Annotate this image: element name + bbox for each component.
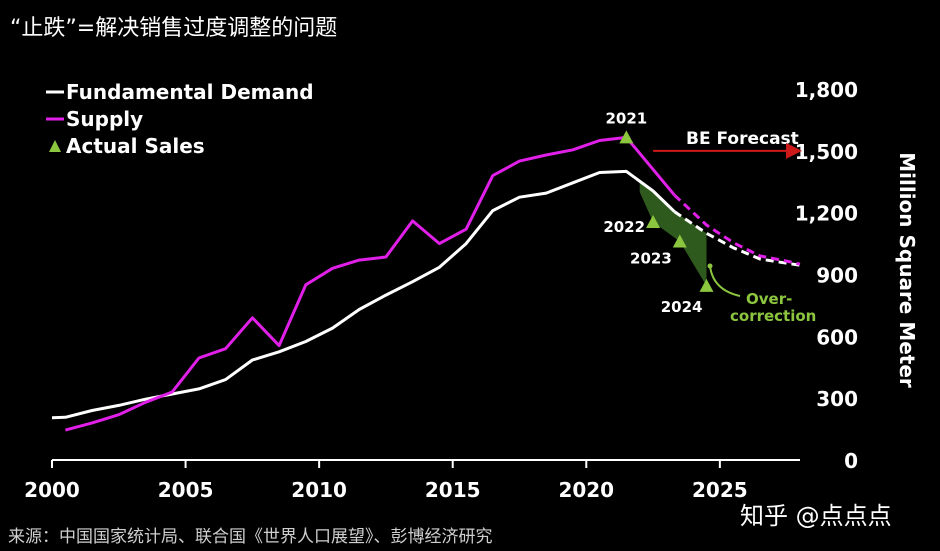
y-tick-label: 1,800	[795, 78, 858, 102]
chart-title: “止跌”=解决销售过度调整的问题	[10, 16, 338, 41]
y-tick-label: 300	[816, 387, 858, 411]
sales-marker-2024	[699, 278, 714, 292]
demand-forecast-line	[673, 210, 801, 267]
x-tick-label: 2010	[291, 478, 347, 502]
sales-marker-2022	[646, 214, 661, 228]
sales-marker-2021	[619, 130, 634, 144]
y-tick-label: 0	[844, 449, 858, 473]
overcorrection-label-2: correction	[730, 307, 816, 325]
legend-demand-label: Fundamental Demand	[66, 80, 314, 104]
overcorrection-callout-line	[709, 265, 741, 297]
legend-sales-label: Actual Sales	[66, 134, 205, 158]
y-tick-label: 1,500	[795, 140, 858, 164]
overcorrection-label-1: Over-	[746, 290, 792, 308]
y-axis-title: Million Square Meter	[895, 152, 919, 388]
y-tick-label: 1,200	[795, 202, 858, 226]
sales-label-2021: 2021	[605, 109, 647, 127]
y-tick-label: 900	[816, 264, 858, 288]
supply-forecast-line	[673, 194, 801, 266]
forecast-label: BE Forecast	[686, 129, 799, 149]
sales-label-2023: 2023	[630, 250, 672, 268]
watermark: 知乎 @点点点	[740, 502, 892, 530]
y-tick-label: 600	[816, 325, 858, 349]
sales-label-2024: 2024	[661, 298, 703, 316]
source-note: 来源：中国国家统计局、联合国《世界人口展望》、彭博经济研究	[8, 527, 493, 547]
sales-marker-2023	[672, 234, 687, 248]
overcorrection-callout-dot	[707, 263, 713, 269]
legend: Fundamental Demand Supply Actual Sales	[46, 80, 314, 158]
sales-label-2022: 2022	[603, 218, 645, 236]
supply-line	[65, 135, 676, 432]
x-tick-label: 2020	[558, 478, 614, 502]
demand-line	[51, 169, 676, 420]
x-tick-label: 2005	[158, 478, 214, 502]
x-tick-label: 2025	[692, 478, 748, 502]
overcorrection-area	[639, 181, 707, 286]
x-tick-label: 2015	[425, 478, 481, 502]
legend-sales-triangle-icon	[49, 140, 61, 152]
x-tick-label: 2000	[24, 478, 80, 502]
legend-supply-label: Supply	[66, 107, 143, 131]
